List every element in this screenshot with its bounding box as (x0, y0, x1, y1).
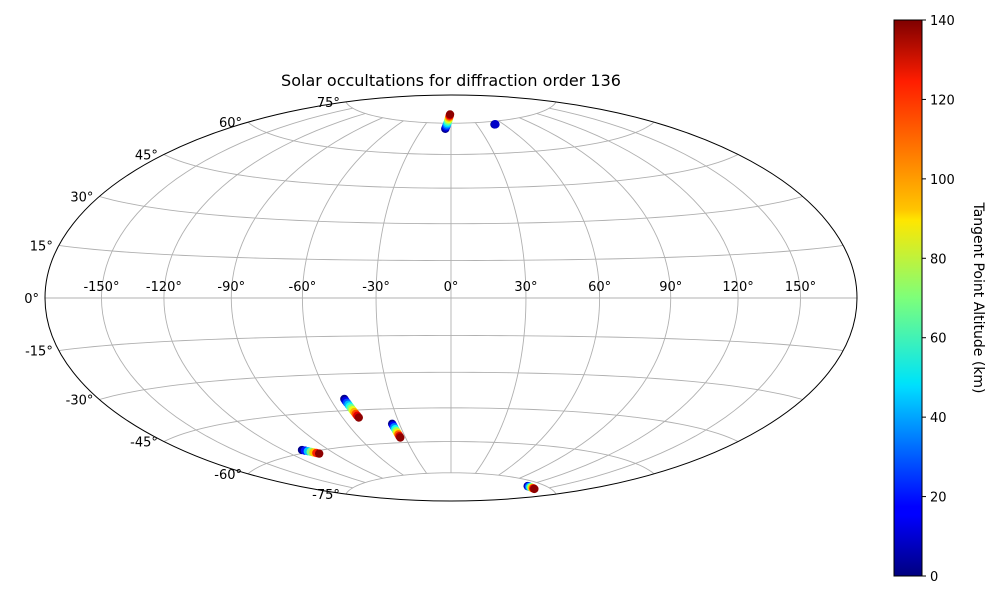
x-tick-label: 30° (514, 280, 537, 295)
x-tick-label: -120° (146, 280, 182, 295)
y-tick-label: -60° (214, 468, 242, 483)
colorbar (893, 19, 923, 577)
parallel-line (163, 154, 739, 189)
colorbar-tick-label: 120 (930, 93, 955, 108)
map-grid (45, 101, 857, 495)
x-tick-label: -60° (289, 280, 317, 295)
y-tick-label: -75° (312, 488, 340, 503)
colorbar-label: Tangent Point Altitude (km) (970, 201, 986, 393)
occultation-point (445, 110, 455, 119)
x-tick-label: 150° (785, 280, 816, 295)
map-boundary (44, 94, 858, 502)
colorbar-tick-label: 20 (930, 491, 947, 506)
parallel-line (163, 407, 739, 442)
occultation-point (396, 433, 405, 442)
occultation-point (354, 413, 363, 422)
colorbar-tick-label: 80 (930, 252, 947, 267)
data-points (297, 110, 539, 494)
colorbar-tick-label: 140 (930, 14, 955, 29)
parallel-line (247, 121, 655, 155)
parallel-line (345, 472, 557, 495)
x-tick-label: -30° (362, 280, 390, 295)
colorbar-tick-label: 40 (930, 411, 947, 426)
x-tick-label: -90° (217, 280, 245, 295)
occultation-point (530, 484, 539, 494)
y-tick-label: -45° (130, 436, 158, 451)
y-tick-label: 30° (70, 191, 93, 206)
x-tick-label: 60° (588, 280, 611, 295)
y-tick-label: -15° (25, 345, 53, 360)
y-tick-label: 15° (30, 239, 53, 254)
x-tick-labels: -150° -120° -90° -60° -30° 0° 30° 60° 90° 120° 150… (83, 280, 816, 295)
y-tick-label: 75° (317, 96, 340, 111)
chart-title: Solar occultations for diffraction order… (281, 71, 621, 90)
x-tick-label: -150° (83, 280, 119, 295)
y-tick-label: 45° (135, 148, 158, 163)
occultation-point (314, 449, 324, 458)
parallel-line (247, 441, 655, 475)
x-tick-label: 120° (722, 280, 753, 295)
y-tick-label: 0° (24, 292, 39, 307)
x-tick-label: 90° (659, 280, 682, 295)
parallel-line (99, 371, 803, 400)
colorbar-ticks: 0 20 40 60 80 100 120 140 (922, 14, 955, 585)
y-tick-label: -30° (66, 394, 94, 409)
parallel-line (58, 335, 844, 351)
colorbar-tick-label: 0 (930, 570, 938, 585)
occultation-point (491, 120, 500, 129)
y-tick-label: 60° (219, 116, 242, 131)
colorbar-tick-label: 60 (930, 332, 947, 347)
parallel-line (58, 245, 844, 261)
y-tick-labels: 75° 60° 45° 30° 15° 0° -15° -30° -45° -60° -75° (24, 96, 340, 503)
x-tick-label: 0° (444, 280, 459, 295)
parallel-line (99, 196, 803, 225)
colorbar-tick-label: 100 (930, 173, 955, 188)
